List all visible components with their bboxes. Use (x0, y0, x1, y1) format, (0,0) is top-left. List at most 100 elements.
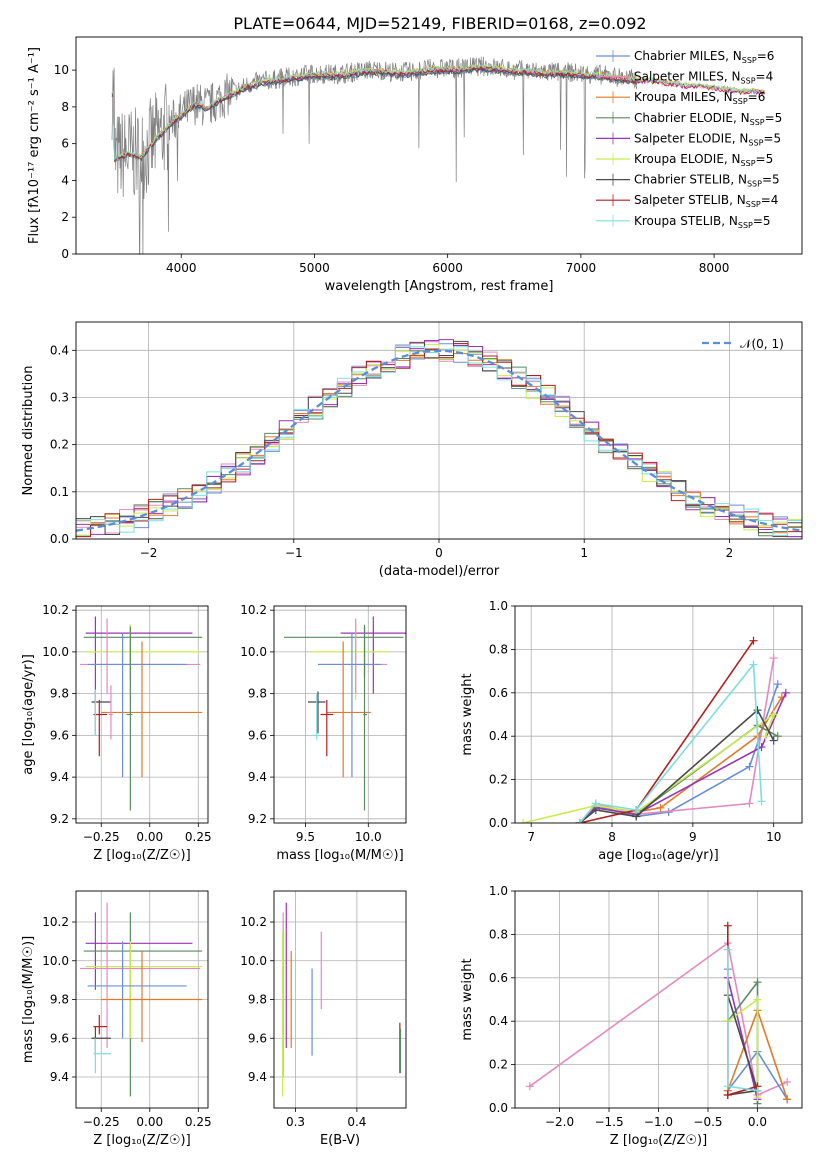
y-tick-label: 2 (61, 210, 69, 224)
y-tick-label: 9.8 (248, 687, 267, 701)
x-tick-label: 0.3 (286, 1115, 305, 1129)
y-tick-label: 1.0 (489, 599, 508, 613)
x-tick-label: 6000 (432, 261, 463, 275)
y-axis-label: Flux [fλ10⁻¹⁷ erg cm⁻² s⁻¹ A⁻¹] (27, 47, 42, 244)
y-tick-label: 0.0 (50, 532, 69, 546)
x-axis-label: mass [log₁₀(M/M☉)] (276, 848, 403, 863)
y-tick-label: 0.0 (489, 816, 508, 830)
x-tick-label: 1 (580, 546, 588, 560)
x-tick-label: −0.25 (83, 830, 120, 844)
histogram-7 (76, 343, 802, 538)
y-tick-label: 4 (61, 173, 69, 187)
x-tick-label: −1 (285, 546, 303, 560)
x-tick-label: −1.5 (594, 1115, 623, 1129)
figure-title: PLATE=0644, MJD=52149, FIBERID=0168, z=0… (233, 14, 646, 33)
panel-weight_vs_age: 7 8 9 10 0.0 0.2 0.4 0.6 0.8 1.0 age [log₁₀(age/yr… (460, 599, 803, 863)
weight-line-2 (579, 696, 783, 823)
plot-area (274, 891, 406, 1108)
weight-line-7 (579, 640, 755, 823)
model-line-6 (111, 67, 638, 162)
y-tick-label: 9.6 (248, 1031, 267, 1045)
weight-line-4 (727, 977, 759, 1100)
x-tick-label: −1.0 (644, 1115, 673, 1129)
x-tick-label: 10 (766, 830, 781, 844)
y-tick-label: 9.8 (50, 993, 69, 1007)
legend-normal-label: 𝒩(0, 1) (740, 337, 784, 351)
y-tick-label: 0.8 (489, 927, 508, 941)
x-axis-label: wavelength [Angstrom, rest frame] (325, 279, 554, 294)
plot-area (76, 606, 208, 823)
y-tick-label: 9.4 (50, 770, 69, 784)
y-tick-label: 10.2 (240, 603, 267, 617)
x-axis-label: Z [log₁₀(Z/Z☉)] (610, 1133, 707, 1148)
y-tick-label: 9.6 (248, 728, 267, 742)
y-tick-label: 10.0 (42, 645, 69, 659)
x-axis-label: Z [log₁₀(Z/Z☉)] (93, 1133, 190, 1148)
x-tick-label: 10.0 (355, 830, 382, 844)
x-tick-label: 9.5 (296, 830, 315, 844)
x-tick-label: −2 (140, 546, 158, 560)
normal-curve (76, 349, 802, 532)
x-tick-label: 0.25 (185, 830, 212, 844)
x-tick-label: −2.0 (545, 1115, 574, 1129)
y-axis-label: Normed distribution (21, 366, 36, 496)
panel-residuals: −2 −1 0 1 2 0.0 0.1 0.2 0.3 0.4 (data-model)/error… (21, 321, 803, 579)
y-tick-label: 10.0 (42, 954, 69, 968)
y-tick-label: 0.4 (489, 1014, 508, 1028)
y-tick-label: 9.6 (50, 1031, 69, 1045)
y-tick-label: 0.6 (489, 971, 508, 985)
x-axis-label: Z [log₁₀(Z/Z☉)] (93, 848, 190, 863)
y-tick-label: 9.2 (248, 812, 267, 826)
panel-age_vs_Z: −0.25 0.00 0.25 9.2 9.4 9.6 9.8 10.0 10.2 Z [log₁… (21, 603, 212, 863)
legend-label: Chabrier ELODIE, NSSP=5 (634, 111, 782, 127)
y-tick-label: 0.6 (489, 686, 508, 700)
y-tick-label: 9.8 (50, 687, 69, 701)
x-tick-label: 7 (527, 830, 535, 844)
x-tick-label: −0.5 (693, 1115, 722, 1129)
y-tick-label: 8 (61, 100, 69, 114)
y-tick-label: 10.0 (240, 954, 267, 968)
model-line-3 (111, 67, 638, 163)
spectrum-legend: Chabrier MILES, NSSP=6 Salpeter MILES, NS… (596, 49, 782, 230)
legend-label: Chabrier STELIB, NSSP=5 (634, 173, 780, 189)
plot-area (515, 891, 802, 1108)
x-tick-label: 8000 (699, 261, 730, 275)
y-tick-label: 0.0 (489, 1101, 508, 1115)
y-tick-label: 10.2 (42, 603, 69, 617)
axes-frame (514, 605, 803, 824)
x-tick-label: 0.4 (347, 1115, 366, 1129)
y-tick-label: 0.2 (50, 438, 69, 452)
y-axis-label: mass weight (460, 673, 475, 755)
x-axis-label: E(B-V) (320, 1133, 360, 1148)
y-tick-label: 0.2 (489, 773, 508, 787)
weight-line-8 (579, 662, 763, 823)
plot-area (76, 322, 802, 539)
x-tick-label: 2 (726, 546, 734, 560)
panel-age_vs_mass: 9.5 10.0 9.2 9.4 9.6 9.8 10.0 10.2 mass [log₁₀(M… (240, 603, 407, 863)
legend-label: Kroupa ELODIE, NSSP=5 (634, 152, 773, 168)
spectrum-data-line (111, 56, 638, 254)
legend-label: Chabrier MILES, NSSP=6 (634, 49, 774, 65)
x-tick-label: 0.0 (748, 1115, 767, 1129)
y-tick-label: 0 (61, 247, 69, 261)
plot-area (274, 606, 406, 823)
model-line-0 (111, 66, 637, 162)
y-tick-label: 9.4 (248, 1070, 267, 1084)
x-tick-label: 0.00 (136, 830, 163, 844)
x-tick-label: 0.00 (136, 1115, 163, 1129)
panel-mass_vs_Z: −0.25 0.00 0.25 9.4 9.6 9.8 10.0 10.2 Z [log₁₀(Z… (21, 890, 212, 1148)
axes-frame (75, 36, 803, 255)
model-line-7 (111, 64, 766, 163)
legend-label: Salpeter ELODIE, NSSP=5 (634, 131, 781, 147)
x-tick-label: −0.25 (83, 1115, 120, 1129)
y-tick-label: 10.2 (42, 915, 69, 929)
y-axis-label: mass weight (460, 958, 475, 1040)
y-tick-label: 9.8 (248, 993, 267, 1007)
axes-frame (75, 890, 209, 1109)
axes-frame (273, 605, 407, 824)
panel-mass_vs_ebv: 0.3 0.4 9.4 9.6 9.8 10.0 10.2 E(B-V) (240, 890, 407, 1148)
x-tick-label: 5000 (299, 261, 330, 275)
plot-area (76, 891, 208, 1108)
y-tick-label: 6 (61, 137, 69, 151)
